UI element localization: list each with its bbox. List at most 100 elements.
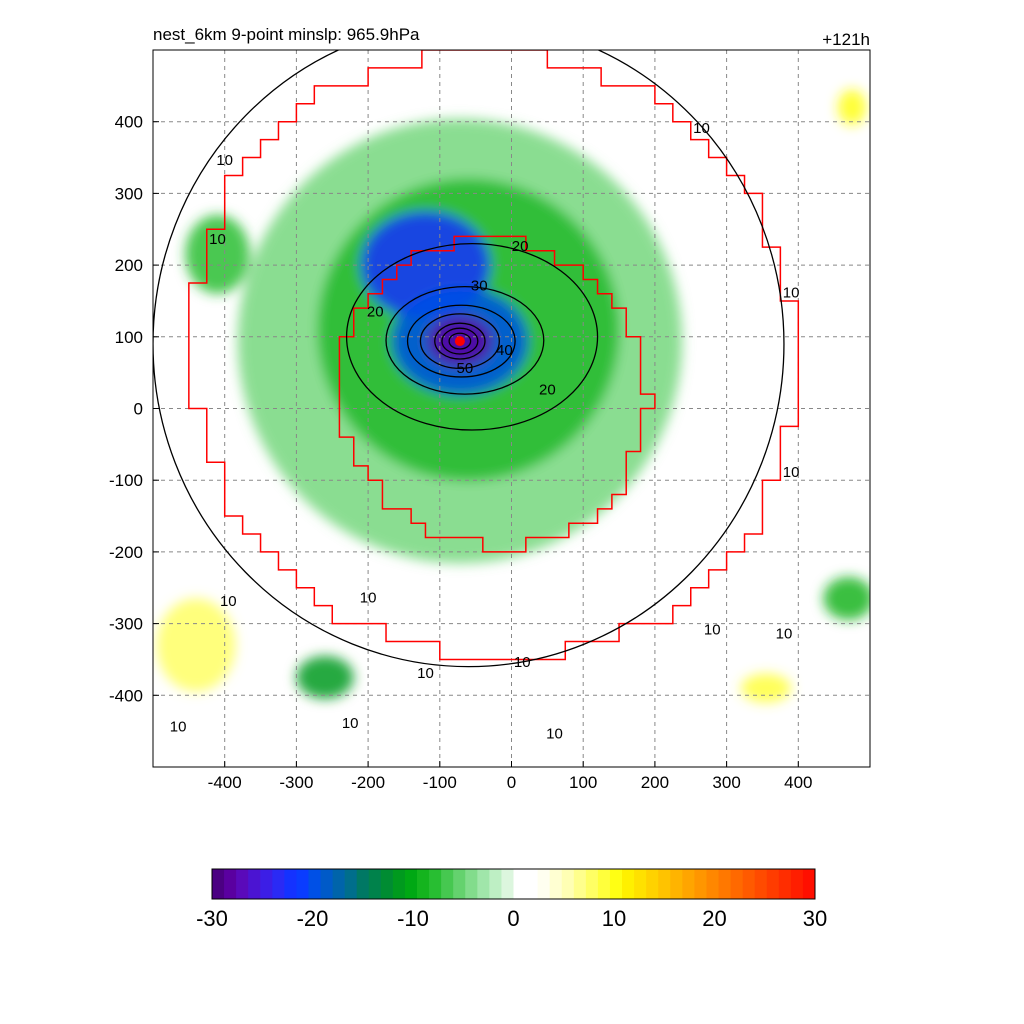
colorbar-label-5: 20 [702, 906, 726, 931]
field-blob-9 [185, 214, 250, 294]
contour-label-9: 10 [704, 622, 721, 639]
contour-label-7: 10 [417, 665, 434, 682]
y-tick-label-100: 100 [115, 328, 143, 347]
contour-label-1: 10 [209, 231, 226, 248]
contour-70 [441, 327, 479, 355]
y-tick-label--200: -200 [109, 543, 143, 562]
field-blob-7 [837, 89, 867, 126]
colorbar-box-7 [296, 869, 309, 899]
field-blob-8 [296, 655, 354, 699]
field-blob-6 [740, 673, 792, 703]
inner-nest-boundary [338, 235, 656, 553]
contour-label-2: 10 [693, 120, 710, 137]
colorbar-box-40 [694, 869, 707, 899]
min-pressure-marker-group [454, 336, 465, 347]
field-blob-5 [156, 598, 236, 692]
contour-label-3: 10 [783, 285, 800, 302]
colorbar-box-2 [236, 869, 249, 899]
contour-60 [434, 322, 486, 360]
colorbar-box-46 [766, 869, 780, 899]
colorbar-box-48 [790, 869, 804, 899]
colorbar-box-9 [320, 869, 334, 899]
colorbar-box-5 [272, 869, 285, 899]
contour-label-4: 10 [783, 464, 800, 481]
colorbar-boxes [212, 869, 816, 899]
colorbar-label-6: 30 [803, 906, 827, 931]
colorbar: -30 -20 -10 0 10 20 30 [196, 868, 827, 931]
x-tick-label-100: 100 [569, 773, 597, 792]
colorbar-frame [211, 868, 816, 900]
wind-contours [153, 50, 785, 668]
colorbar-box-35 [634, 869, 647, 899]
y-axis-ticks: -400 -300 -200 -100 0 100 200 300 400 [109, 113, 159, 705]
plot-area: 10 10 10 10 10 10 10 10 10 10 10 10 10 10 20 20 20 30 40 50 [153, 50, 870, 767]
colorbar-box-17 [417, 869, 430, 899]
contour-label-19: 50 [457, 360, 474, 377]
colorbar-box-42 [718, 869, 732, 899]
colorbar-box-14 [380, 869, 394, 899]
nest-boundaries [188, 50, 800, 661]
x-tick-label-400: 400 [784, 773, 812, 792]
colorbar-box-41 [706, 869, 720, 899]
colorbar-box-4 [260, 869, 273, 899]
contour-label-8: 10 [514, 654, 531, 671]
contour-label-0: 10 [216, 152, 233, 169]
colorbar-box-1 [224, 869, 237, 899]
contour-label-5: 10 [220, 593, 237, 610]
colorbar-box-36 [646, 869, 659, 899]
x-tick-label--100: -100 [423, 773, 457, 792]
colorbar-box-34 [622, 869, 635, 899]
x-tick-label-300: 300 [712, 773, 740, 792]
colorbar-tick-labels: -30 -20 -10 0 10 20 30 [196, 906, 827, 931]
contour-label-18: 40 [496, 342, 513, 359]
colorbar-box-25 [513, 869, 527, 899]
x-tick-label--200: -200 [351, 773, 385, 792]
colorbar-box-22 [477, 869, 490, 899]
contour-10 [153, 50, 785, 668]
y-tick-label--300: -300 [109, 615, 143, 634]
y-tick-label-200: 200 [115, 256, 143, 275]
x-axis-ticks: -400 -300 -200 -100 0 100 200 300 400 [208, 761, 812, 792]
min-pressure-marker [454, 336, 465, 347]
contour-label-17: 30 [471, 278, 488, 295]
colorbar-box-6 [284, 869, 297, 899]
colorbar-label-1: -20 [297, 906, 329, 931]
colorbar-box-23 [489, 869, 502, 899]
colorbar-box-39 [682, 869, 695, 899]
colorbar-box-27 [537, 869, 551, 899]
colorbar-box-0 [212, 869, 225, 899]
x-tick-label--300: -300 [279, 773, 313, 792]
y-tick-label-400: 400 [115, 113, 143, 132]
colorbar-box-19 [441, 869, 454, 899]
contour-20 [345, 242, 599, 431]
colorbar-box-8 [308, 869, 322, 899]
colorbar-box-26 [525, 869, 539, 899]
forecast-hour-label: +121h [822, 30, 870, 49]
colorbar-box-28 [549, 869, 563, 899]
contour-label-10: 10 [776, 625, 793, 642]
colorbar-box-32 [597, 869, 611, 899]
contour-50 [419, 313, 500, 369]
colorbar-box-12 [356, 869, 370, 899]
colorbar-box-13 [368, 869, 382, 899]
colorbar-box-44 [742, 869, 756, 899]
colorbar-box-31 [585, 869, 599, 899]
contour-30 [385, 285, 545, 395]
contour-label-13: 10 [546, 726, 563, 743]
x-tick-label-200: 200 [641, 773, 669, 792]
outer-nest-boundary [188, 50, 800, 661]
colorbar-box-29 [561, 869, 575, 899]
y-tick-label--400: -400 [109, 686, 143, 705]
colorbar-box-47 [778, 869, 792, 899]
contour-label-16: 20 [539, 382, 556, 399]
contour-label-15: 20 [367, 303, 384, 320]
colorbar-box-24 [501, 869, 514, 899]
field-blob-10 [823, 577, 870, 621]
y-tick-label--100: -100 [109, 471, 143, 490]
colorbar-box-38 [670, 869, 683, 899]
colorbar-box-37 [658, 869, 671, 899]
colorbar-box-16 [404, 869, 418, 899]
y-tick-label-300: 300 [115, 184, 143, 203]
colorbar-label-2: -10 [397, 906, 429, 931]
